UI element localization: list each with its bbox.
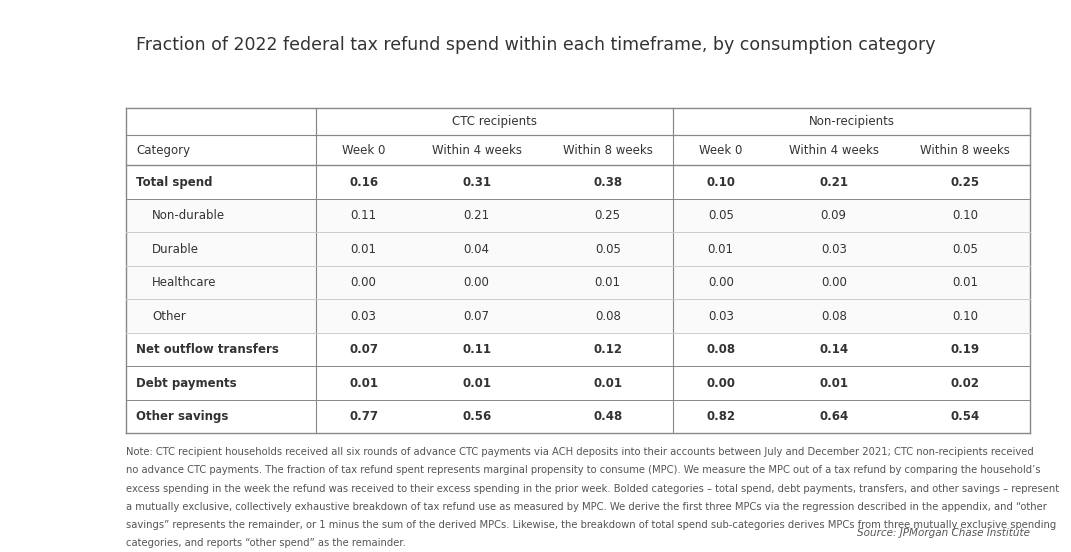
Text: Source: JPMorgan Chase Institute: Source: JPMorgan Chase Institute (857, 528, 1030, 538)
Text: 0.10: 0.10 (706, 176, 735, 189)
Text: 0.01: 0.01 (463, 376, 492, 390)
Text: 0.02: 0.02 (950, 376, 979, 390)
Text: 0.16: 0.16 (349, 176, 378, 189)
Text: 0.05: 0.05 (708, 209, 734, 222)
Text: 0.48: 0.48 (593, 410, 622, 423)
Text: 0.00: 0.00 (820, 276, 847, 289)
Text: Note: CTC recipient households received all six rounds of advance CTC payments v: Note: CTC recipient households received … (126, 447, 1035, 457)
Text: 0.11: 0.11 (463, 343, 492, 356)
Text: 0.07: 0.07 (349, 343, 378, 356)
Text: 0.01: 0.01 (952, 276, 978, 289)
Text: 0.21: 0.21 (819, 176, 848, 189)
Text: 0.01: 0.01 (708, 242, 734, 256)
Text: 0.08: 0.08 (706, 343, 736, 356)
Text: 0.38: 0.38 (593, 176, 622, 189)
Text: 0.25: 0.25 (950, 176, 979, 189)
Text: Within 8 weeks: Within 8 weeks (562, 144, 652, 157)
Text: 0.00: 0.00 (464, 276, 489, 289)
Text: 0.10: 0.10 (952, 209, 978, 222)
Text: 0.05: 0.05 (952, 242, 978, 256)
Text: 0.01: 0.01 (819, 376, 848, 390)
Text: Other: Other (152, 310, 186, 322)
Text: 0.54: 0.54 (950, 410, 979, 423)
Text: 0.12: 0.12 (593, 343, 622, 356)
Text: 0.00: 0.00 (708, 276, 734, 289)
Text: 0.04: 0.04 (464, 242, 489, 256)
Text: CTC recipients: CTC recipients (452, 115, 538, 128)
Text: Week 0: Week 0 (699, 144, 742, 157)
Text: excess spending in the week the refund was received to their excess spending in : excess spending in the week the refund w… (126, 484, 1059, 493)
Text: 0.10: 0.10 (952, 310, 978, 322)
Text: Week 0: Week 0 (342, 144, 386, 157)
Text: 0.03: 0.03 (708, 310, 734, 322)
Text: 0.25: 0.25 (594, 209, 621, 222)
Text: 0.14: 0.14 (819, 343, 848, 356)
Text: Net outflow transfers: Net outflow transfers (136, 343, 278, 356)
Text: 0.03: 0.03 (350, 310, 377, 322)
Text: 0.56: 0.56 (462, 410, 492, 423)
Text: categories, and reports “other spend” as the remainder.: categories, and reports “other spend” as… (126, 538, 406, 548)
Text: Debt payments: Debt payments (136, 376, 237, 390)
Text: Healthcare: Healthcare (152, 276, 216, 289)
Text: 0.19: 0.19 (950, 343, 979, 356)
Text: a mutually exclusive, collectively exhaustive breakdown of tax refund use as mea: a mutually exclusive, collectively exhau… (126, 502, 1047, 512)
Text: Fraction of 2022 federal tax refund spend within each timeframe, by consumption : Fraction of 2022 federal tax refund spen… (136, 36, 935, 54)
Text: 0.08: 0.08 (820, 310, 847, 322)
Text: 0.31: 0.31 (463, 176, 492, 189)
Text: 0.05: 0.05 (594, 242, 621, 256)
Text: savings” represents the remainder, or 1 minus the sum of the derived MPCs. Likew: savings” represents the remainder, or 1 … (126, 520, 1057, 530)
Text: 0.01: 0.01 (350, 242, 377, 256)
Text: 0.08: 0.08 (594, 310, 621, 322)
Text: 0.00: 0.00 (350, 276, 377, 289)
Text: Within 4 weeks: Within 4 weeks (432, 144, 522, 157)
Text: Durable: Durable (152, 242, 199, 256)
Text: 0.82: 0.82 (706, 410, 736, 423)
Text: Total spend: Total spend (136, 176, 212, 189)
Text: 0.00: 0.00 (706, 376, 735, 390)
Text: Non-durable: Non-durable (152, 209, 225, 222)
Text: 0.09: 0.09 (820, 209, 847, 222)
Text: 0.64: 0.64 (819, 410, 848, 423)
Text: no advance CTC payments. The fraction of tax refund spent represents marginal pr: no advance CTC payments. The fraction of… (126, 465, 1041, 475)
Text: Non-recipients: Non-recipients (809, 115, 894, 128)
Text: 0.03: 0.03 (820, 242, 847, 256)
Text: 0.01: 0.01 (593, 376, 622, 390)
Text: 0.77: 0.77 (349, 410, 378, 423)
Text: 0.01: 0.01 (349, 376, 378, 390)
Text: Category: Category (136, 144, 191, 157)
Text: Other savings: Other savings (136, 410, 228, 423)
Text: Within 8 weeks: Within 8 weeks (920, 144, 1010, 157)
Text: 0.01: 0.01 (594, 276, 621, 289)
Text: 0.21: 0.21 (464, 209, 489, 222)
Text: 0.11: 0.11 (350, 209, 377, 222)
Text: 0.07: 0.07 (464, 310, 489, 322)
Text: Within 4 weeks: Within 4 weeks (788, 144, 878, 157)
